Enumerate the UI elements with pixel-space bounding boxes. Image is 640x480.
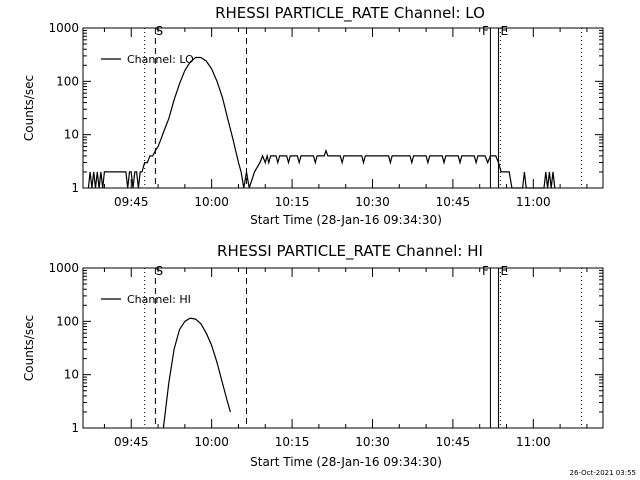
chart-title-hi: RHESSI PARTICLE_RATE Channel: HI (217, 242, 483, 261)
x-tick-label: 11:00 (516, 435, 551, 449)
generation-timestamp: 26-Oct-2021 03:55 (570, 469, 636, 477)
event-marker-label: F (482, 264, 489, 278)
x-tick-label: 10:45 (436, 195, 471, 209)
y-tick-label: 1000 (48, 261, 79, 275)
x-axis-label-hi: Start Time (28-Jan-16 09:34:30) (250, 455, 442, 469)
plot-frame-hi (82, 267, 604, 429)
y-tick-label: 10 (64, 128, 79, 142)
x-axis-label-lo: Start Time (28-Jan-16 09:34:30) (250, 213, 442, 227)
chart-panel-lo: 1 10 100 1000 09:45 10:00 10:15 10:30 10:45 11:00… (48, 21, 604, 209)
chart-title-lo: RHESSI PARTICLE_RATE Channel: LO (215, 4, 485, 23)
plot-frame-lo (82, 27, 604, 189)
event-marker-label: F (482, 24, 489, 38)
event-marker-label: S (156, 24, 164, 38)
x-tick-label: 10:30 (355, 195, 390, 209)
x-tick-label: 09:45 (114, 435, 149, 449)
x-tick-label: 10:30 (355, 435, 390, 449)
event-marker-label: E (500, 264, 508, 278)
y-tick-label: 1000 (48, 21, 79, 35)
legend-label-hi: Channel: HI (127, 293, 191, 306)
chart-panel-hi: 1 10 100 1000 09:45 10:00 10:15 10:30 10:45 11:00… (48, 261, 604, 449)
y-tick-label: 100 (56, 314, 79, 328)
y-tick-label: 1 (71, 421, 79, 435)
y-axis-label-hi: Counts/sec (22, 315, 36, 381)
x-tick-label: 10:00 (194, 195, 229, 209)
y-tick-label: 10 (64, 368, 79, 382)
legend-label-lo: Channel: LO (127, 53, 194, 66)
x-tick-label: 09:45 (114, 195, 149, 209)
data-series-line-hi (162, 317, 231, 429)
x-tick-label: 10:15 (275, 435, 310, 449)
x-tick-label: 11:00 (516, 195, 551, 209)
x-tick-label: 10:45 (436, 435, 471, 449)
event-marker-label: E (500, 24, 508, 38)
x-tick-label: 10:00 (194, 435, 229, 449)
event-marker-label: S (156, 264, 164, 278)
x-tick-label: 10:15 (275, 195, 310, 209)
y-tick-label: 100 (56, 74, 79, 88)
y-axis-label-lo: Counts/sec (22, 75, 36, 141)
data-series-line-lo (87, 56, 556, 189)
y-tick-label: 1 (71, 181, 79, 195)
